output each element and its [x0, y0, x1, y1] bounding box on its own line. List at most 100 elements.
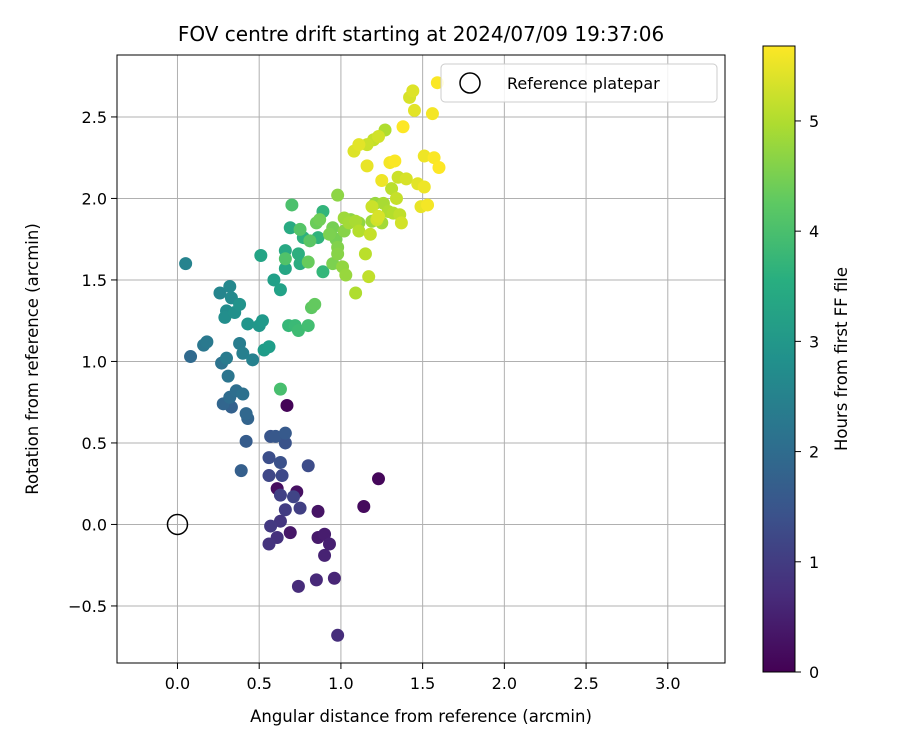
- scatter-point: [331, 247, 345, 261]
- scatter-point: [375, 174, 389, 188]
- y-tick-label: −0.5: [68, 597, 107, 616]
- scatter-point: [241, 317, 255, 331]
- scatter-point: [273, 514, 287, 528]
- grid-lines: [117, 55, 725, 663]
- scatter-point: [309, 573, 323, 587]
- scatter-point: [239, 434, 253, 448]
- x-axis-ticks: 0.0 0.5 1.0 1.5 2.0 2.5 3.0: [165, 663, 681, 693]
- scatter-point: [352, 138, 366, 152]
- scatter-point: [322, 537, 336, 551]
- scatter-point: [389, 191, 403, 205]
- scatter-point: [254, 248, 268, 262]
- scatter-point: [316, 265, 330, 279]
- scatter-point: [313, 213, 327, 227]
- plot-frame: [116, 54, 726, 664]
- scatter-point: [327, 571, 341, 585]
- y-tick-label: 2.5: [82, 108, 107, 127]
- scatter-point: [273, 488, 287, 502]
- scatter-point: [331, 188, 345, 202]
- x-tick-label: 2.5: [573, 674, 598, 693]
- scatter-point: [357, 500, 371, 514]
- scatter-point: [301, 255, 315, 269]
- legend: Reference platepar: [440, 63, 718, 103]
- x-tick-label: 3.0: [655, 674, 680, 693]
- scatter-point: [394, 216, 408, 230]
- scatter-point: [291, 247, 305, 261]
- scatter-point: [399, 172, 413, 186]
- colorbar-frame: [762, 45, 796, 673]
- scatter-point: [278, 503, 292, 517]
- x-tick-label: 1.5: [410, 674, 435, 693]
- scatter-point: [372, 130, 386, 144]
- scatter-point: [221, 369, 235, 383]
- scatter-point: [273, 382, 287, 396]
- scatter-point: [267, 273, 281, 287]
- x-axis-label: Angular distance from reference (arcmin): [250, 707, 592, 726]
- x-tick-label: 0.0: [165, 674, 190, 693]
- scatter-point: [318, 527, 332, 541]
- legend-open-circle-icon: [459, 72, 481, 94]
- scatter-point: [293, 222, 307, 236]
- reference-platepar-marker: [166, 513, 189, 536]
- scatter-point: [278, 252, 292, 266]
- scatter-point: [234, 464, 248, 478]
- scatter-point: [255, 314, 269, 328]
- scatter-point: [358, 247, 372, 261]
- colorbar-gradient: [763, 46, 795, 672]
- scatter-point: [262, 537, 276, 551]
- scatter-point: [273, 456, 287, 470]
- scatter-point: [432, 160, 446, 174]
- scatter-point: [318, 548, 332, 562]
- scatter-point: [285, 198, 299, 212]
- scatter-point: [278, 426, 292, 440]
- y-tick-label: 1.5: [82, 271, 107, 290]
- scatter-point: [301, 459, 315, 473]
- scatter-point: [427, 151, 441, 165]
- scatter-point: [326, 257, 340, 271]
- y-axis-ticks: −0.5 0.0 0.5 1.0 1.5 2.0 2.5: [68, 108, 117, 616]
- scatter-point: [362, 270, 376, 284]
- scatter-point: [283, 526, 297, 540]
- scatter-point: [352, 224, 366, 238]
- legend-box: [440, 63, 718, 103]
- legend-entry-label: Reference platepar: [507, 74, 660, 93]
- scatter-point: [331, 628, 345, 642]
- scatter-point: [213, 286, 227, 300]
- scatter-point: [273, 283, 287, 297]
- scatter-point: [236, 346, 250, 360]
- x-tick-label: 1.0: [328, 674, 353, 693]
- chart-title: FOV centre drift starting at 2024/07/09 …: [178, 22, 664, 46]
- scatter-point: [236, 387, 250, 401]
- x-tick-label: 0.5: [246, 674, 271, 693]
- scatter-point: [200, 335, 214, 349]
- scatter-point: [220, 351, 234, 365]
- scatter-point: [360, 159, 374, 173]
- scatter-point: [278, 262, 292, 276]
- scatter-point: [262, 340, 276, 354]
- colorbar-tick-label: 2: [809, 443, 819, 462]
- scatter-point: [311, 504, 325, 518]
- scatter-point: [407, 103, 421, 117]
- scatter-point: [417, 149, 431, 163]
- scatter-point: [246, 353, 260, 367]
- scatter-point: [233, 337, 247, 351]
- data-points: [179, 76, 446, 642]
- scatter-point: [262, 451, 276, 465]
- scatter-point: [349, 286, 363, 300]
- scatter-point: [269, 429, 283, 443]
- scatter-point: [280, 398, 294, 412]
- y-axis-label: Rotation from reference (arcmin): [23, 223, 42, 495]
- scatter-point: [283, 221, 297, 235]
- scatter-point: [421, 198, 435, 212]
- colorbar: 0 1 2 3 4 5 Hours from first FF file: [762, 45, 851, 682]
- colorbar-tick-label: 4: [809, 222, 819, 241]
- scatter-point: [287, 490, 301, 504]
- scatter-point: [349, 214, 363, 228]
- scatter-point: [365, 200, 379, 214]
- colorbar-label: Hours from first FF file: [832, 267, 851, 451]
- scatter-point: [223, 279, 237, 293]
- y-tick-label: 1.0: [82, 352, 107, 371]
- scatter-point: [385, 182, 399, 196]
- scatter-point: [179, 257, 193, 271]
- scatter-point: [233, 297, 247, 311]
